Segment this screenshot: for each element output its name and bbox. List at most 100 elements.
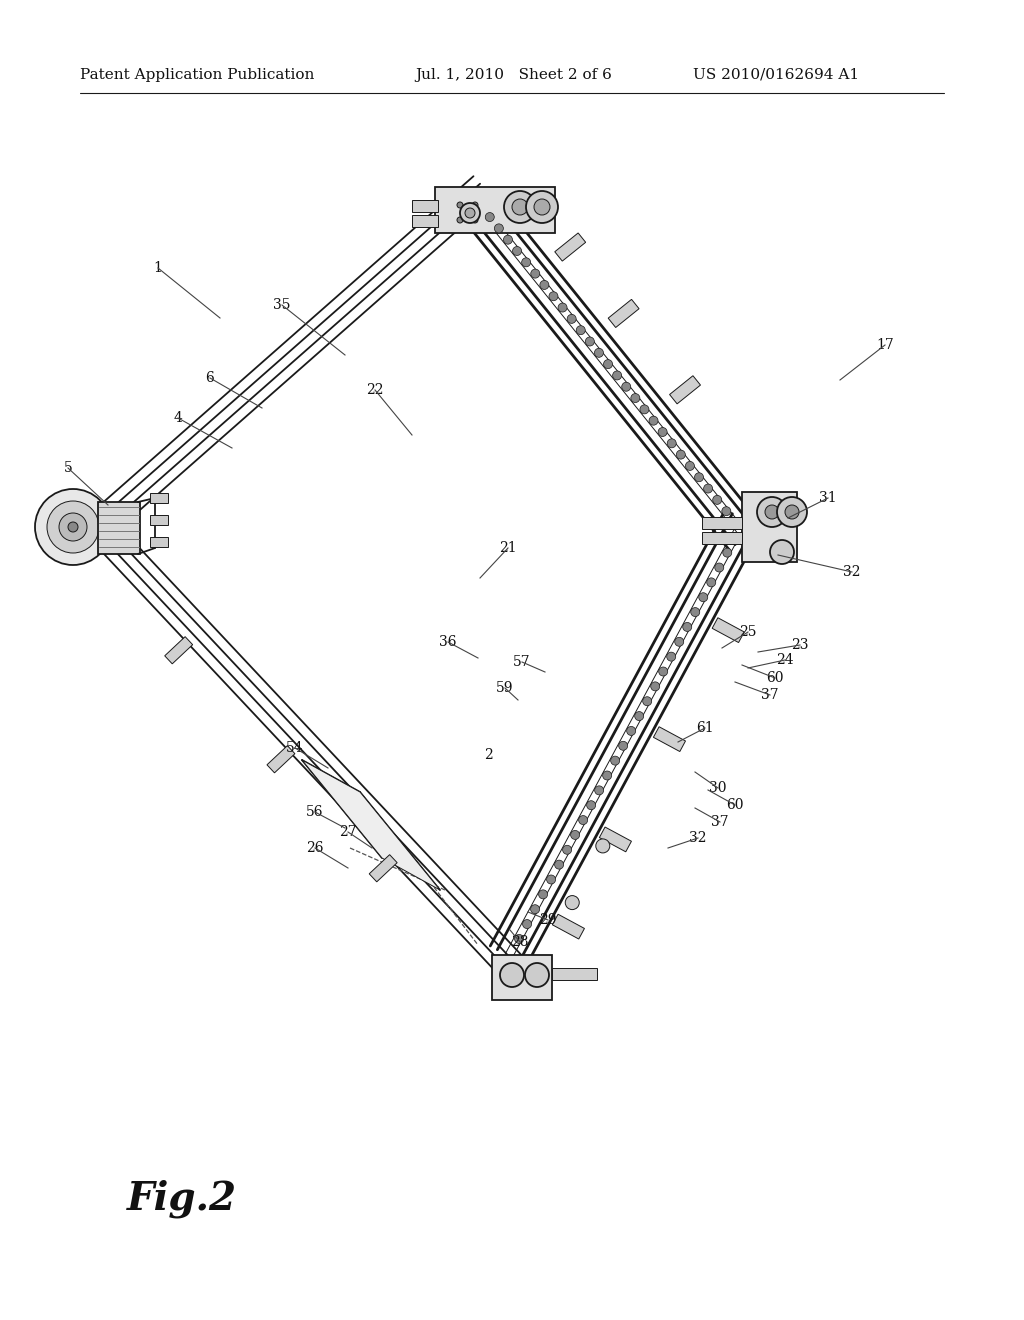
Circle shape — [530, 269, 540, 279]
Polygon shape — [302, 760, 440, 890]
Circle shape — [731, 533, 739, 543]
Bar — [742, 492, 797, 562]
Bar — [555, 232, 586, 261]
Circle shape — [504, 191, 536, 223]
Bar — [608, 300, 639, 327]
Circle shape — [534, 199, 550, 215]
Text: 30: 30 — [710, 781, 727, 795]
Bar — [552, 968, 597, 979]
Text: Jul. 1, 2010   Sheet 2 of 6: Jul. 1, 2010 Sheet 2 of 6 — [415, 69, 612, 82]
Text: 61: 61 — [696, 721, 714, 735]
Text: 17: 17 — [877, 338, 894, 352]
Circle shape — [723, 548, 732, 557]
Bar — [712, 618, 744, 643]
Circle shape — [522, 920, 531, 928]
Circle shape — [595, 348, 603, 358]
Circle shape — [472, 216, 478, 223]
Circle shape — [540, 280, 549, 289]
Circle shape — [715, 564, 724, 572]
Circle shape — [35, 488, 111, 565]
Circle shape — [500, 964, 524, 987]
Circle shape — [777, 498, 807, 527]
Circle shape — [457, 216, 463, 223]
Text: 28: 28 — [511, 935, 528, 949]
Circle shape — [587, 801, 596, 809]
Text: 56: 56 — [306, 805, 324, 818]
Circle shape — [68, 521, 78, 532]
Text: 1: 1 — [154, 261, 163, 275]
Text: US 2010/0162694 A1: US 2010/0162694 A1 — [693, 69, 859, 82]
Text: 54: 54 — [286, 741, 304, 755]
Circle shape — [618, 742, 628, 750]
Circle shape — [515, 935, 523, 944]
Circle shape — [596, 840, 610, 853]
Bar — [492, 954, 552, 1001]
Text: 2: 2 — [483, 748, 493, 762]
Circle shape — [658, 667, 668, 676]
Circle shape — [59, 513, 87, 541]
Circle shape — [703, 484, 713, 494]
Text: 24: 24 — [776, 653, 794, 667]
Text: 6: 6 — [206, 371, 214, 385]
Text: 4: 4 — [173, 411, 182, 425]
Circle shape — [495, 224, 504, 232]
Circle shape — [472, 202, 478, 209]
Text: Fig.2: Fig.2 — [127, 1180, 237, 1218]
Circle shape — [683, 623, 692, 631]
Text: 36: 36 — [439, 635, 457, 649]
Bar — [267, 746, 295, 772]
Bar — [670, 376, 700, 404]
Circle shape — [570, 830, 580, 840]
Circle shape — [47, 502, 99, 553]
Circle shape — [603, 771, 611, 780]
Circle shape — [707, 578, 716, 587]
Circle shape — [685, 462, 694, 470]
Circle shape — [640, 405, 649, 414]
Circle shape — [539, 890, 548, 899]
Bar — [165, 636, 193, 664]
Circle shape — [530, 904, 540, 913]
Text: 25: 25 — [739, 624, 757, 639]
Circle shape — [643, 697, 651, 706]
Text: 32: 32 — [689, 832, 707, 845]
Circle shape — [513, 247, 521, 256]
Circle shape — [547, 875, 556, 884]
Circle shape — [765, 506, 779, 519]
Circle shape — [722, 507, 731, 516]
Bar — [412, 215, 438, 227]
Text: 59: 59 — [497, 681, 514, 696]
Bar — [599, 828, 632, 851]
Bar — [98, 502, 140, 554]
Text: 32: 32 — [843, 565, 861, 579]
Circle shape — [631, 393, 640, 403]
Circle shape — [731, 517, 740, 527]
Circle shape — [504, 235, 512, 244]
Bar — [702, 517, 742, 529]
Circle shape — [485, 213, 495, 222]
Circle shape — [668, 438, 676, 447]
Text: 23: 23 — [792, 638, 809, 652]
Circle shape — [612, 371, 622, 380]
Circle shape — [558, 304, 567, 312]
Circle shape — [586, 337, 594, 346]
Circle shape — [713, 495, 722, 504]
Circle shape — [579, 816, 588, 825]
Circle shape — [521, 257, 530, 267]
Circle shape — [526, 191, 558, 223]
Bar — [150, 515, 168, 525]
Text: 22: 22 — [367, 383, 384, 397]
Circle shape — [757, 498, 787, 527]
Bar — [150, 492, 168, 503]
Circle shape — [785, 506, 799, 519]
Text: 35: 35 — [273, 298, 291, 312]
Circle shape — [622, 383, 631, 391]
Text: 29: 29 — [540, 913, 557, 927]
Circle shape — [698, 593, 708, 602]
Circle shape — [694, 473, 703, 482]
Text: 37: 37 — [712, 814, 729, 829]
Circle shape — [635, 711, 644, 721]
Circle shape — [650, 682, 659, 690]
Circle shape — [658, 428, 667, 437]
Text: 31: 31 — [819, 491, 837, 506]
Text: 57: 57 — [513, 655, 530, 669]
